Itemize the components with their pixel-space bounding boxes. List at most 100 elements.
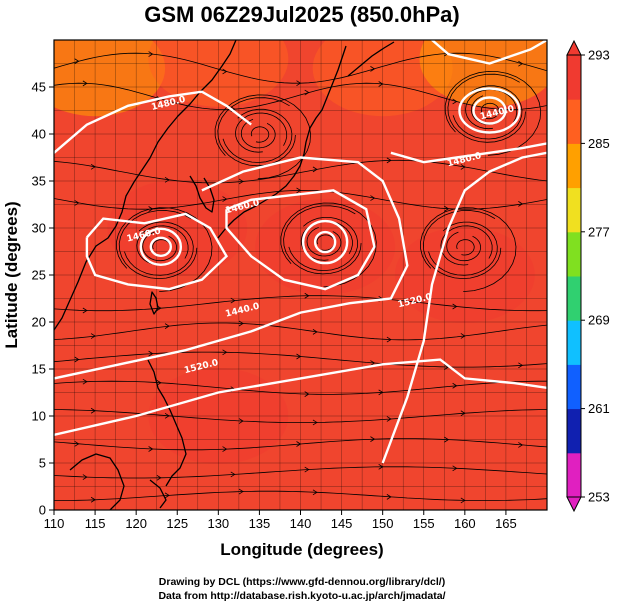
streamline-flow-1 — [54, 82, 547, 110]
streamline-vortex-1 — [306, 227, 342, 257]
contour-low-ring-east — [313, 230, 337, 254]
streamline-arrow — [156, 379, 162, 386]
x-tick-label: 160 — [454, 516, 476, 531]
contour-1460-east — [225, 189, 376, 291]
streamline-arrow — [230, 297, 236, 304]
streamline-arrow — [238, 488, 244, 495]
y-tick-label: 5 — [39, 456, 46, 471]
streamline-vortex-0 — [116, 207, 213, 292]
streamline-arrow — [370, 195, 376, 201]
colorbar-segment-1 — [567, 408, 581, 454]
colorbar-tick-label: 269 — [588, 313, 610, 328]
streamline-arrow — [312, 329, 318, 335]
streamline-arrow — [164, 412, 170, 419]
streamline-flow-7 — [54, 380, 547, 395]
streamline-arrow — [460, 410, 466, 417]
streamline-arrow — [90, 333, 96, 339]
streamline-vortex-4 — [422, 210, 502, 280]
y-axis-label: Latitude (degrees) — [2, 201, 21, 348]
streamline-arrow — [378, 389, 384, 396]
contour-1480-ne — [390, 142, 547, 164]
y-tick-label: 20 — [32, 315, 46, 330]
streamline-arrow — [518, 60, 524, 67]
streamline-vortex-1 — [288, 217, 359, 272]
colorbar-tick-label: 261 — [588, 401, 610, 416]
streamline-arrow — [312, 166, 318, 173]
x-tick-label: 145 — [331, 516, 353, 531]
colorbar-tick-label: 285 — [588, 136, 610, 151]
streamline-arrow — [386, 416, 392, 422]
streamline-vortex-2 — [452, 85, 523, 140]
coastlines — [54, 40, 395, 510]
streamline-vortex-0 — [124, 221, 194, 276]
colorbar-tick-label: 253 — [588, 490, 610, 505]
x-tick-label: 125 — [166, 516, 188, 531]
streamline-arrow — [518, 201, 524, 207]
coastline-borneo — [69, 453, 125, 510]
colorbar-max-arrow — [566, 39, 582, 56]
streamline-arrow — [296, 80, 302, 87]
streamline-arrow — [460, 164, 466, 170]
colorbar-segment-2 — [567, 364, 581, 410]
streamline-arrow — [74, 356, 80, 363]
contour-top-right — [431, 40, 547, 65]
streamline-arrow — [82, 307, 88, 314]
streamline-vortex-4 — [440, 225, 493, 266]
colorbar-segment-8 — [567, 99, 581, 144]
streamline-arrow — [460, 497, 466, 504]
chart-title: GSM 06Z29Jul2025 (850.0hPa) — [144, 2, 460, 27]
y-tick-label: 45 — [32, 80, 46, 95]
contour-1460-west — [85, 212, 229, 291]
streamline-arrow — [74, 200, 80, 206]
coastline-sulawesi — [149, 479, 167, 509]
streamline-arrow — [518, 362, 524, 369]
streamline-vortex-1 — [280, 202, 377, 288]
streamline-arrow — [444, 436, 450, 443]
streamline-arrow — [370, 66, 376, 72]
streamline-arrow — [148, 350, 154, 357]
streamline-vortex-3 — [214, 94, 312, 180]
streamline-arrow — [238, 320, 244, 327]
colorbar-segment-0 — [567, 452, 581, 498]
credit-line-2: Data from http://database.rish.kyoto-u.a… — [158, 590, 445, 602]
x-tick-label: 155 — [413, 516, 435, 531]
colorbar-segment-9 — [567, 55, 581, 100]
coastline-taiwan — [149, 291, 159, 315]
streamline-arrow — [312, 419, 318, 426]
streamline-arrow — [90, 163, 96, 170]
colorbar-frame — [566, 54, 582, 498]
streamline-arrow — [386, 157, 392, 164]
streamline-arrow — [386, 336, 392, 343]
streamline-arrow — [452, 303, 458, 310]
streamline-arrow — [304, 292, 310, 299]
streamline-vortex-3 — [217, 97, 296, 167]
contour-low-ring-west-outer — [139, 227, 183, 267]
colorbar-segment-3 — [567, 320, 581, 365]
colorbar-segment-6 — [567, 187, 581, 233]
streamline-arrow — [222, 446, 228, 452]
streamline-arrow — [164, 492, 170, 499]
streamline-arrow — [452, 98, 458, 105]
streamline-arrow — [444, 205, 450, 212]
streamline-arrow — [296, 187, 302, 194]
streamline-vortex-4 — [446, 231, 482, 262]
x-tick-label: 120 — [125, 516, 147, 531]
streamline-vortex-1 — [316, 234, 335, 251]
streamline-arrow — [460, 333, 466, 339]
streamline-vortex-4 — [456, 239, 475, 256]
streamline-arrow — [148, 51, 154, 57]
x-tick-label: 135 — [249, 516, 271, 531]
streamline-arrow — [164, 323, 170, 329]
grid-lines — [54, 40, 547, 510]
colorbar-min-arrow — [566, 496, 582, 513]
streamline-vortex-2 — [444, 70, 542, 156]
streamline-arrow — [156, 474, 162, 481]
streamline-arrow — [304, 89, 310, 96]
x-tick-label: 115 — [85, 516, 106, 531]
streamline-arrow — [304, 391, 310, 397]
contour-low-ring-west — [149, 236, 173, 258]
height-contours — [54, 40, 547, 464]
x-tick-label: 110 — [44, 516, 65, 531]
y-tick-label: 0 — [39, 503, 46, 518]
streamline-arrow — [370, 360, 376, 366]
